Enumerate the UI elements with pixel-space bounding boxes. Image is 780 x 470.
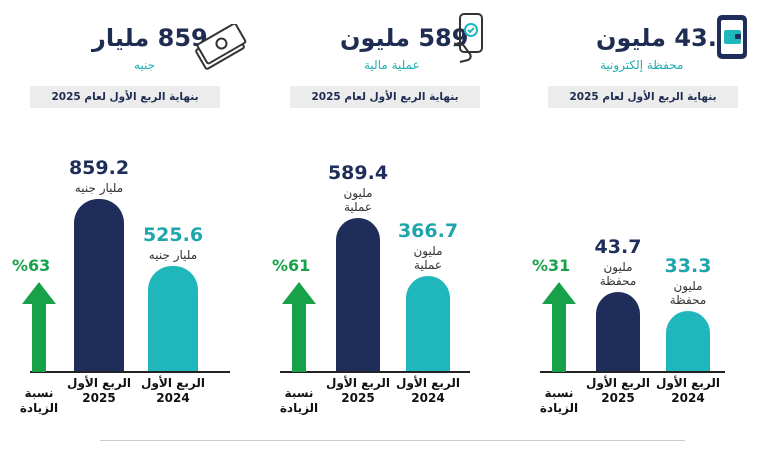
bar-2025 — [596, 292, 640, 371]
wallet-icon — [716, 14, 748, 60]
increase-arrow-icon — [22, 282, 56, 372]
stat-wallets-caption: بنهاية الربع الأول لعام 2025 — [548, 86, 738, 108]
stat-transactions-unit: عملية مالية — [364, 58, 420, 72]
bar-unit-label: مليون عملية — [413, 243, 443, 272]
bar-value-label: 33.3 — [664, 255, 712, 278]
phone-check-icon — [452, 12, 488, 64]
increase-percent: %63 — [12, 256, 51, 275]
increase-label: نسبة الزيادة — [539, 386, 579, 415]
chart-baseline — [30, 371, 230, 373]
increase-arrow-icon — [542, 282, 576, 372]
divider — [100, 440, 685, 441]
bar-unit-label: مليون محفظة — [669, 279, 707, 308]
bar-value-label: 525.6 — [142, 223, 204, 246]
stat-wallets-unit: محفظة إلكترونية — [600, 58, 684, 72]
increase-label: نسبة الزيادة — [279, 386, 319, 415]
bar-unit-label: مليار جنيه — [148, 247, 198, 262]
bar-2024 — [406, 275, 450, 371]
chart-baseline — [280, 371, 470, 373]
quarter-label: الربع الأول 2025 — [67, 376, 131, 405]
increase-percent: %61 — [272, 256, 311, 275]
bar-2025 — [74, 199, 124, 371]
bar-value-label: 43.7 — [594, 236, 642, 259]
bar-2024 — [666, 311, 710, 371]
stat-money-caption: بنهاية الربع الأول لعام 2025 — [30, 86, 220, 108]
stat-transactions-value: 589 مليون — [340, 24, 469, 52]
bar-value-label: 589.4 — [327, 161, 389, 184]
bar-2025 — [336, 217, 380, 371]
increase-label: نسبة الزيادة — [19, 386, 59, 415]
bar-unit-label: مليار جنيه — [74, 181, 124, 196]
increase-arrow-icon — [282, 282, 316, 372]
chart-baseline — [540, 371, 725, 373]
quarter-label: الربع الأول 2025 — [586, 376, 650, 405]
increase-percent: %31 — [532, 256, 571, 275]
bar-unit-label: مليون محفظة — [599, 260, 637, 289]
stat-transactions-caption: بنهاية الربع الأول لعام 2025 — [290, 86, 480, 108]
stat-wallets-value: 43.7 مليون — [596, 24, 734, 52]
bar-value-label: 366.7 — [397, 219, 459, 242]
quarter-label: الربع الأول 2024 — [656, 376, 720, 405]
money-icon — [190, 22, 250, 74]
bar-value-label: 859.2 — [68, 157, 130, 180]
quarter-label: الربع الأول 2024 — [396, 376, 460, 405]
quarter-label: الربع الأول 2024 — [141, 376, 205, 405]
bar-unit-label: مليون عملية — [343, 185, 373, 214]
stat-money-unit: جنيه — [134, 58, 156, 72]
bar-2024 — [148, 265, 198, 371]
quarter-label: الربع الأول 2025 — [326, 376, 390, 405]
